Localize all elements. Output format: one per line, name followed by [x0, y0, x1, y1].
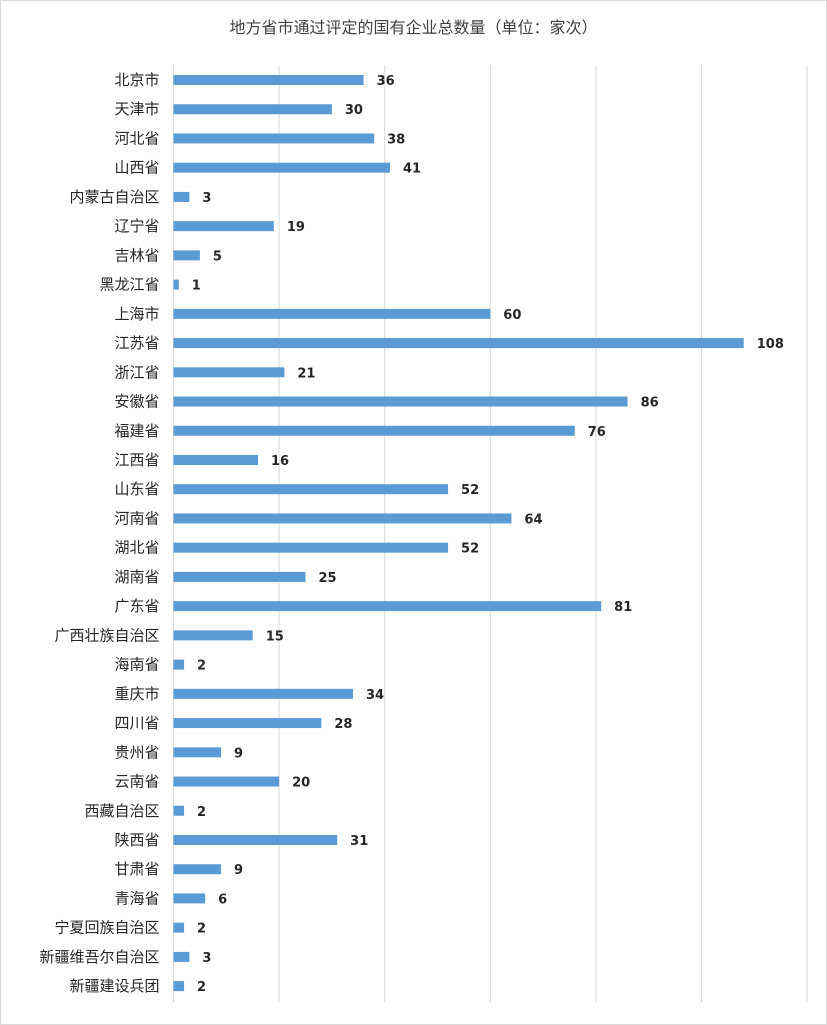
bar: [173, 864, 222, 875]
data-label: 64: [524, 512, 542, 527]
bar: [173, 338, 744, 349]
category-label: 重庆市: [114, 685, 159, 703]
category-label: 河南省: [114, 509, 159, 527]
category-label: 贵州省: [114, 743, 159, 761]
bar: [173, 250, 200, 261]
category-label: 北京市: [114, 71, 159, 89]
bar: [173, 396, 628, 407]
bar: [173, 454, 258, 465]
category-label: 山东省: [114, 480, 159, 498]
bar: [173, 951, 190, 962]
chart-title: 地方省市通过评定的国有企业总数量（单位：家次）: [229, 18, 598, 37]
data-label: 19: [287, 220, 305, 235]
data-label: 31: [350, 834, 368, 849]
category-label: 山西省: [114, 159, 159, 177]
data-label: 9: [234, 746, 243, 761]
category-label: 湖北省: [114, 539, 159, 557]
bar: [173, 893, 206, 904]
bar: [173, 367, 285, 378]
data-label: 9: [234, 863, 243, 878]
category-label: 陕西省: [114, 831, 159, 849]
category-label: 黑龙江省: [99, 276, 159, 294]
data-label: 25: [319, 571, 337, 586]
data-label: 3: [202, 191, 211, 206]
bar: [173, 513, 512, 524]
bar: [173, 133, 375, 144]
bar: [173, 104, 332, 115]
category-label: 海南省: [114, 656, 159, 674]
bar: [173, 805, 185, 816]
bar: [173, 601, 602, 612]
bar: [173, 279, 179, 290]
data-label: 6: [218, 892, 227, 907]
category-label: 新疆建设兵团: [69, 977, 159, 995]
category-label: 浙江省: [114, 363, 159, 381]
data-label: 30: [345, 103, 363, 118]
data-label: 76: [588, 425, 606, 440]
bar: [173, 688, 354, 699]
category-label: 甘肃省: [114, 860, 159, 878]
category-label: 江西省: [114, 451, 159, 469]
data-label: 2: [197, 980, 206, 995]
bar: [173, 659, 185, 670]
bar: [173, 484, 449, 495]
data-label: 38: [387, 132, 405, 147]
category-label: 安徽省: [114, 393, 159, 411]
bar: [173, 162, 390, 173]
data-label: 15: [266, 629, 284, 644]
category-label: 青海省: [114, 889, 159, 907]
data-label: 16: [271, 454, 289, 469]
data-label: 81: [614, 600, 632, 615]
bar: [173, 776, 280, 787]
bar: [173, 308, 491, 319]
data-label: 28: [334, 717, 352, 732]
category-label: 吉林省: [114, 246, 159, 264]
data-label: 41: [403, 162, 421, 177]
bar: [173, 425, 575, 436]
category-label: 内蒙古自治区: [69, 188, 159, 206]
category-label: 上海市: [114, 305, 159, 323]
data-label: 20: [292, 776, 310, 791]
bar: [173, 542, 449, 553]
category-label: 西藏自治区: [84, 802, 159, 820]
data-label: 52: [461, 542, 479, 557]
bar: [173, 191, 190, 202]
category-label: 福建省: [114, 422, 159, 440]
bar: [173, 630, 253, 641]
data-label: 108: [757, 337, 784, 352]
data-label: 52: [461, 483, 479, 498]
bar: [173, 834, 338, 845]
data-label: 21: [297, 366, 315, 381]
data-label: 86: [641, 396, 659, 411]
category-label: 天津市: [114, 100, 159, 118]
data-label: 36: [377, 74, 395, 89]
bar: [173, 922, 185, 933]
data-label: 2: [197, 805, 206, 820]
category-label: 广东省: [114, 597, 159, 615]
bar: [173, 571, 306, 582]
data-label: 2: [197, 922, 206, 937]
category-label: 四川省: [114, 714, 159, 732]
data-label: 1: [192, 279, 201, 294]
bar: [173, 747, 222, 758]
category-label: 宁夏回族自治区: [54, 919, 159, 937]
category-label: 江苏省: [114, 334, 159, 352]
bar: [173, 221, 274, 232]
bar: [173, 981, 185, 992]
category-label: 辽宁省: [114, 217, 159, 235]
data-label: 2: [197, 659, 206, 674]
bar: [173, 718, 322, 729]
data-label: 60: [503, 308, 521, 323]
category-label: 广西壮族自治区: [54, 626, 159, 644]
data-label: 34: [366, 688, 384, 703]
category-label: 湖南省: [114, 568, 159, 586]
data-label: 5: [213, 249, 222, 264]
category-label: 新疆维吾尔自治区: [39, 948, 159, 966]
bar: [173, 75, 364, 85]
category-label: 河北省: [114, 129, 159, 147]
data-label: 3: [202, 951, 211, 966]
category-label: 云南省: [114, 773, 159, 791]
